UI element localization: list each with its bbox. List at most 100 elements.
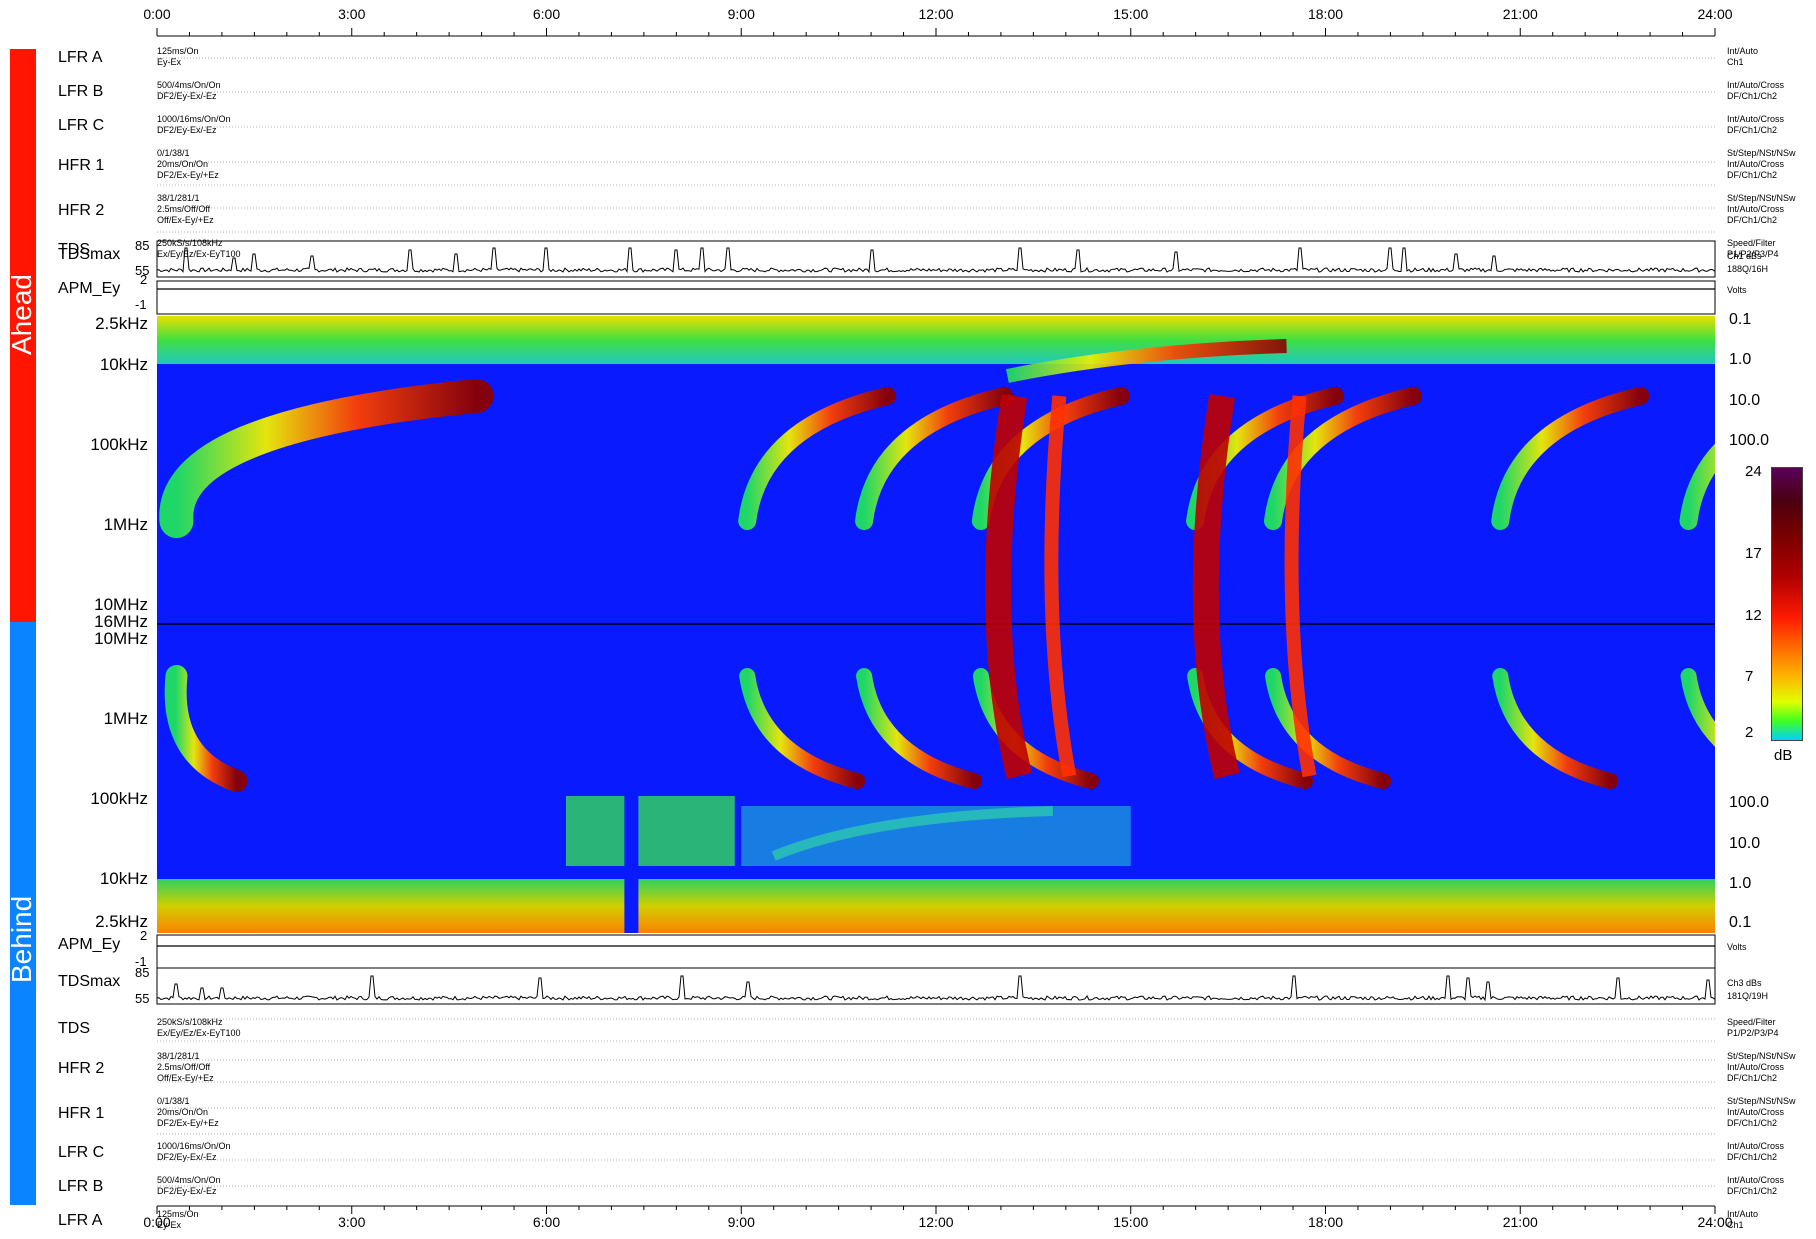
- ahead-row-label: LFR B: [58, 83, 104, 100]
- ahead-row-mode: St/Step/NSt/NSw: [1727, 193, 1796, 203]
- behind-tdsmax-trace: [156, 975, 1716, 1002]
- behind-apm-right: Volts: [1727, 942, 1747, 952]
- ahead-low-freq-band: [157, 316, 1715, 364]
- behind-burst: [856, 668, 983, 789]
- colorbar-unit: dB: [1774, 747, 1793, 764]
- behind-row-mode: Ch1: [1727, 1220, 1744, 1230]
- ahead-row-label: LFR C: [58, 117, 105, 134]
- behind-row-setting: 125ms/On: [157, 1209, 199, 1219]
- behind-tdsmax-ymin: 55: [135, 991, 150, 1006]
- behind-bar: Behind: [6, 622, 37, 1205]
- ahead-row-setting: DF2/Ex-Ey/+Ez: [157, 170, 219, 180]
- ahead-freq-label: 10MHz: [94, 595, 148, 614]
- ahead-row-setting: Ex/Ey/Ez/Ex-EyT100: [157, 249, 241, 259]
- behind-burst: [164, 665, 248, 792]
- ahead-burst: [971, 387, 1130, 530]
- behind-freq-label: 100kHz: [90, 789, 148, 808]
- behind-row-setting: DF2/Ex-Ey/+Ez: [157, 1118, 219, 1128]
- ahead-tdsmax-right-2: 188Q/16H: [1727, 264, 1769, 274]
- ahead-row-label: HFR 2: [58, 201, 105, 219]
- bottom-time-tick: 0:00: [143, 1214, 171, 1230]
- behind-tdsmax-box: [156, 967, 1716, 1005]
- ahead-row-setting: 125ms/On: [157, 46, 199, 56]
- behind-tdsmax-right-2: 181Q/19H: [1727, 991, 1769, 1001]
- behind-row-setting: 38/1/281/1: [157, 1051, 200, 1061]
- ahead-plasma-label: 1.0: [1729, 351, 1752, 368]
- ahead-row-mode: St/Step/NSt/NSw: [1727, 148, 1796, 158]
- behind-row-mode: DF/Ch1/Ch2: [1727, 1118, 1778, 1128]
- behind-row-setting: 2.5ms/Off/Off: [157, 1062, 211, 1072]
- ahead-drift: [1006, 339, 1287, 383]
- major-event-arc: [1284, 395, 1317, 778]
- top-time-tick: 12:00: [918, 6, 954, 22]
- ahead-tdsmax-label: TDSmax: [58, 246, 121, 263]
- behind-row-mode: St/Step/NSt/NSw: [1727, 1096, 1796, 1106]
- ahead-row-mode: Speed/Filter: [1727, 238, 1776, 248]
- ahead-row-label: TDS: [58, 241, 90, 258]
- ahead-row-label: HFR 1: [58, 156, 105, 174]
- behind-burst: [1492, 668, 1619, 789]
- behind-freq-label: 1MHz: [103, 709, 148, 728]
- ahead-row-mode: Ch1: [1727, 57, 1744, 67]
- behind-freq-label: 16MHz: [94, 612, 148, 631]
- behind-row-setting: 250kS/s/108kHz: [157, 1017, 223, 1027]
- behind-tdsmax-label: TDSmax: [58, 973, 121, 990]
- ahead-burst: [159, 379, 494, 538]
- ahead-plasma-label: 0.1: [1729, 311, 1752, 328]
- ahead-burst: [1679, 443, 1715, 530]
- behind-row-mode: St/Step/NSt/NSw: [1727, 1051, 1796, 1061]
- behind-row-mode: Int/Auto/Cross: [1727, 1175, 1785, 1185]
- ahead-tdsmax-box: [156, 240, 1716, 278]
- major-event-arc: [1192, 393, 1240, 780]
- ahead-freq-label: 1MHz: [103, 515, 148, 534]
- ahead-tdsmax-ymin: 55: [135, 263, 150, 278]
- ahead-row-setting: 1000/16ms/On/On: [157, 114, 231, 124]
- ahead-burst: [1264, 387, 1423, 530]
- ahead-plasma-label: 100.0: [1729, 432, 1770, 449]
- ahead-plasma-label: 10.0: [1729, 392, 1761, 409]
- colorbar: [1771, 467, 1803, 741]
- ahead-row-setting: 0/1/38/1: [157, 148, 190, 158]
- behind-plasma-label: 1.0: [1729, 875, 1752, 892]
- ahead-tdsmax-trace: [156, 247, 1716, 274]
- data-gap: [624, 776, 639, 933]
- ahead-row-mode: DF/Ch1/Ch2: [1727, 215, 1778, 225]
- bottom-time-tick: 12:00: [918, 1214, 954, 1230]
- ahead-row-mode: Int/Auto/Cross: [1727, 114, 1785, 124]
- top-time-tick: 6:00: [532, 6, 561, 22]
- behind-row-mode: Int/Auto/Cross: [1727, 1107, 1785, 1117]
- ahead-burst: [738, 387, 897, 530]
- behind-row-label: HFR 1: [58, 1104, 105, 1122]
- behind-row-mode: DF/Ch1/Ch2: [1727, 1152, 1778, 1162]
- behind-burst: [1680, 668, 1715, 747]
- ahead-burst: [855, 387, 1014, 530]
- behind-row-mode: DF/Ch1/Ch2: [1727, 1073, 1778, 1083]
- behind-row-label: LFR A: [58, 1212, 103, 1229]
- behind-apm-ymax: 2: [140, 928, 148, 943]
- behind-row-label: TDS: [58, 1020, 90, 1037]
- ahead-row-setting: 2.5ms/Off/Off: [157, 204, 211, 214]
- ahead-freq-label: 100kHz: [90, 435, 148, 454]
- colorbar-tick: 2: [1745, 724, 1754, 741]
- colorbar-tick: 24: [1745, 463, 1762, 480]
- ahead-row-mode: Int/Auto: [1727, 46, 1759, 56]
- behind-row-mode: Int/Auto/Cross: [1727, 1141, 1785, 1151]
- top-time-tick: 0:00: [143, 6, 171, 22]
- behind-freq-label: 10MHz: [94, 629, 148, 648]
- ahead-row-mode: Int/Auto/Cross: [1727, 204, 1785, 214]
- ahead-freq-label: 10kHz: [99, 355, 148, 374]
- ahead-apm-label: APM_Ey: [58, 280, 121, 297]
- bottom-time-tick: 24:00: [1697, 1214, 1733, 1230]
- behind-freq-label: 10kHz: [99, 869, 148, 888]
- colorbar-tick: 12: [1745, 607, 1762, 624]
- top-time-tick: 24:00: [1697, 6, 1733, 22]
- ahead-freq-label: 2.5kHz: [95, 314, 148, 333]
- bottom-time-tick: 18:00: [1307, 1214, 1344, 1230]
- bottom-time-tick: 6:00: [532, 1214, 561, 1230]
- behind-plasma-label: 0.1: [1729, 914, 1752, 931]
- bottom-time-tick: 15:00: [1113, 1214, 1149, 1230]
- behind-row-setting: 0/1/38/1: [157, 1096, 190, 1106]
- ahead-row-mode: DF/Ch1/Ch2: [1727, 170, 1778, 180]
